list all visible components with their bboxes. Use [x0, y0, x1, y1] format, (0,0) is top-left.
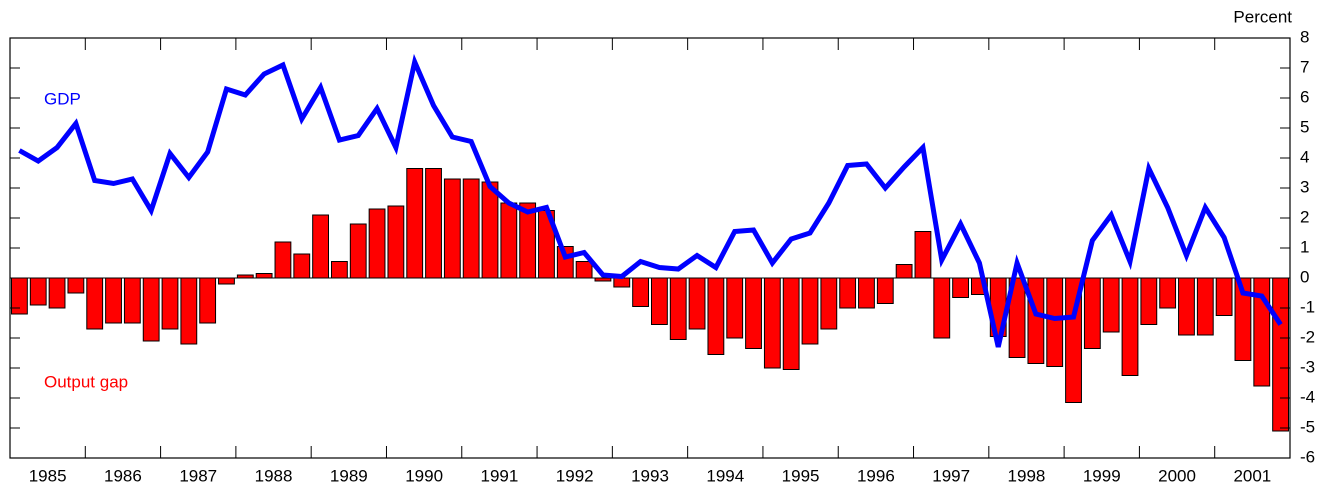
y-tick-label: 7: [1300, 57, 1309, 76]
bar: [933, 277, 951, 339]
bar: [707, 277, 725, 355]
bar: [500, 202, 518, 279]
bar: [745, 277, 762, 349]
x-tick-label: 1992: [556, 466, 594, 485]
bar: [1083, 277, 1101, 349]
y-tick-label: 5: [1300, 117, 1309, 136]
bar: [1272, 277, 1290, 432]
plot-frame: [9, 37, 1291, 459]
bar: [1121, 277, 1139, 376]
x-tick-label: 1989: [330, 466, 368, 485]
y-tick-label: 3: [1300, 177, 1309, 196]
bar: [763, 277, 781, 369]
bar: [782, 277, 800, 370]
y-tick-label: -5: [1300, 417, 1315, 436]
x-tick-label: 1998: [1008, 466, 1046, 485]
y-tick-label: 0: [1300, 267, 1309, 286]
bar: [952, 277, 969, 298]
gdp-annotation: GDP: [44, 89, 81, 108]
bar: [895, 264, 913, 279]
bar: [406, 168, 424, 279]
bar: [29, 277, 47, 306]
bar: [105, 277, 122, 324]
bar: [1178, 277, 1195, 336]
x-tick-label: 2001: [1233, 466, 1271, 485]
bar: [218, 277, 235, 285]
bar: [1215, 277, 1233, 316]
x-tick-label: 1996: [857, 466, 895, 485]
x-tick-label: 1986: [104, 466, 142, 485]
bar: [443, 178, 461, 279]
bar: [293, 253, 311, 279]
bar: [142, 277, 160, 342]
x-tick-label: 1999: [1083, 466, 1121, 485]
bar: [820, 277, 838, 330]
x-tick-label: 1994: [706, 466, 744, 485]
bar: [425, 168, 442, 279]
y-tick-label: -4: [1300, 387, 1315, 406]
bar: [1140, 277, 1158, 325]
y-axis-label: Percent: [1233, 7, 1292, 26]
bar: [331, 261, 348, 279]
bar: [726, 277, 744, 339]
bar: [123, 277, 141, 324]
bar: [1027, 277, 1045, 364]
y-tick-label: -2: [1300, 327, 1315, 346]
y-tick-label: -6: [1300, 447, 1315, 466]
bar: [876, 277, 894, 304]
x-tick-label: 1993: [631, 466, 669, 485]
bar: [669, 277, 687, 340]
x-tick-label: 2000: [1158, 466, 1196, 485]
y-tick-label: 4: [1300, 147, 1309, 166]
x-tick-label: 1991: [480, 466, 518, 485]
y-tick-label: -1: [1300, 297, 1315, 316]
y-tick-label: 1: [1300, 237, 1309, 256]
bar: [481, 181, 499, 279]
bar: [462, 178, 480, 279]
bar: [914, 231, 932, 279]
output-gap-annotation: Output gap: [44, 372, 128, 391]
bar: [1102, 277, 1120, 333]
y-tick-label: 2: [1300, 207, 1309, 226]
bar: [312, 214, 330, 279]
bar: [161, 277, 179, 330]
x-tick-label: 1985: [29, 466, 67, 485]
bar: [613, 277, 631, 288]
bar: [368, 208, 386, 279]
bar: [199, 277, 217, 324]
bar: [67, 277, 85, 294]
bar: [839, 277, 857, 309]
bar: [632, 277, 649, 307]
bar: [575, 261, 593, 279]
line: [18, 53, 1283, 348]
bar: [1046, 277, 1064, 367]
bar: [349, 223, 367, 279]
x-tick-label: 1988: [255, 466, 293, 485]
bar: [387, 205, 405, 279]
bar: [1196, 277, 1214, 336]
bar: [651, 277, 668, 325]
bar: [274, 241, 292, 279]
y-tick-label: 8: [1300, 27, 1309, 46]
x-tick-label: 1987: [179, 466, 217, 485]
x-tick-label: 1990: [405, 466, 443, 485]
bar: [858, 277, 875, 309]
bar: [86, 277, 104, 330]
bar: [255, 273, 273, 279]
bar: [688, 277, 706, 330]
y-tick-label: 6: [1300, 87, 1309, 106]
bar: [801, 277, 819, 345]
x-tick-label: 1995: [782, 466, 820, 485]
y-tick-label: -3: [1300, 357, 1315, 376]
x-tick-label: 1997: [932, 466, 970, 485]
bar: [11, 277, 28, 315]
bar: [180, 277, 198, 345]
bar: [1159, 277, 1177, 309]
bar: [48, 277, 66, 309]
